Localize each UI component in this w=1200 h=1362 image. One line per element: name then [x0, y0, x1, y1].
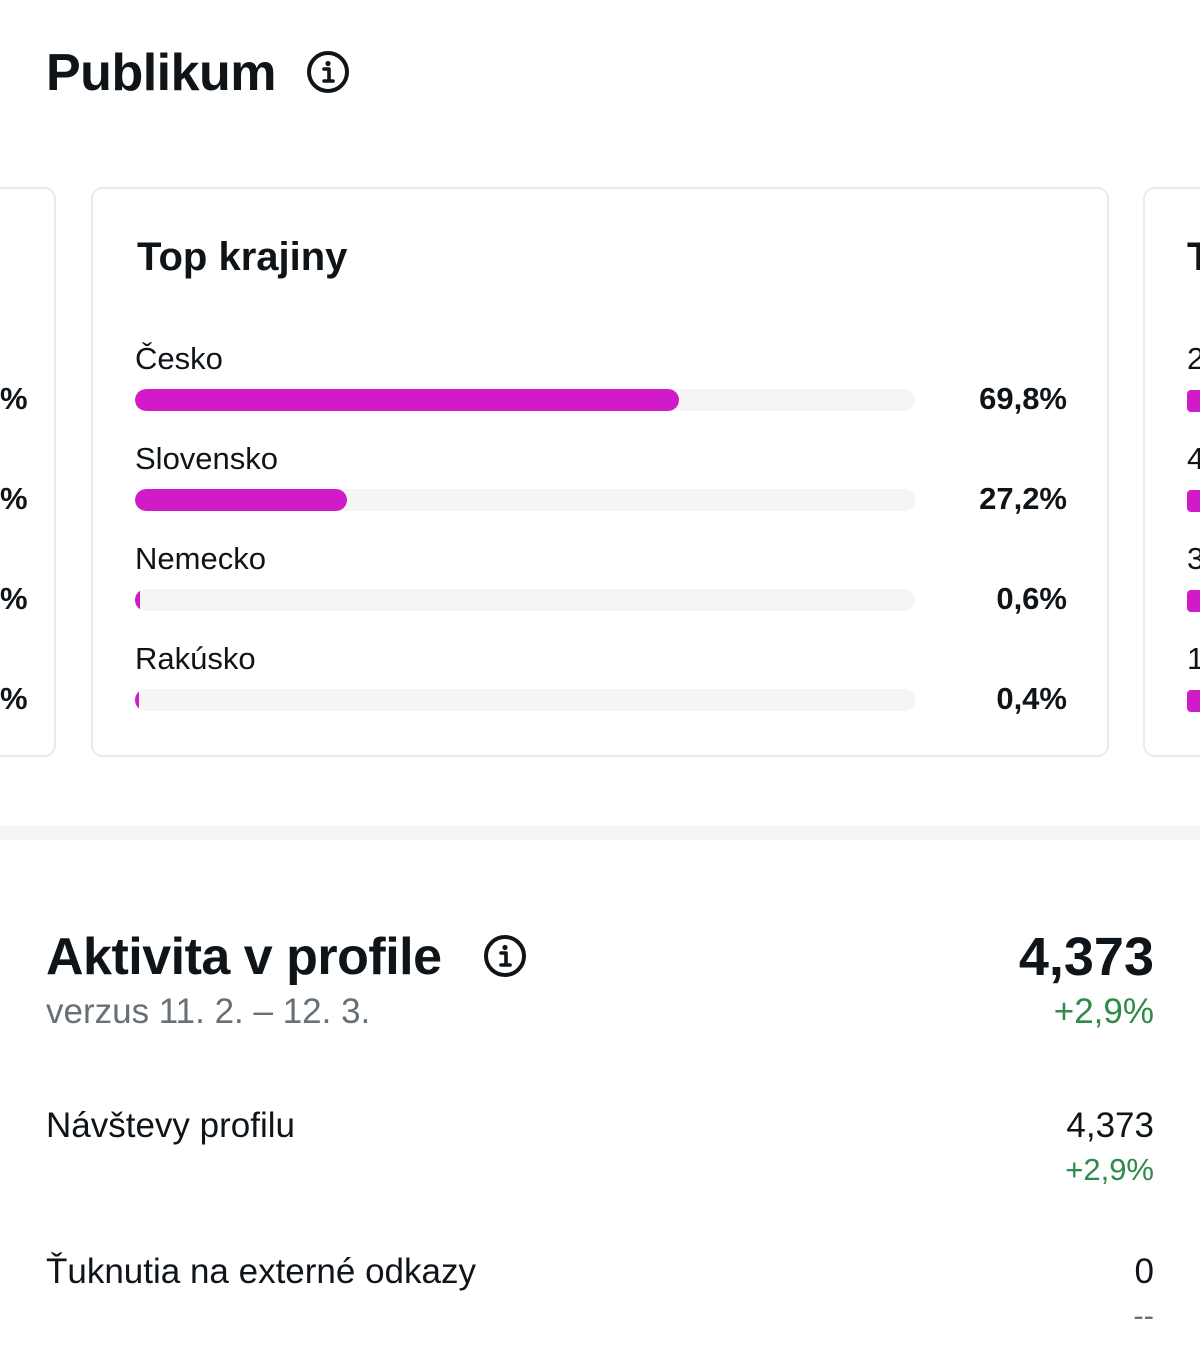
audience-card-left-partial[interactable]: % % % % [0, 187, 56, 757]
country-name: Rakúsko [135, 641, 256, 676]
right-card-label: 2 [1187, 339, 1200, 379]
left-card-value: % [0, 581, 28, 616]
right-card-bar [1187, 590, 1200, 612]
card-title: Top krajiny [137, 235, 348, 279]
right-card-label: 1 [1187, 639, 1200, 679]
right-card-title: T [1187, 229, 1200, 285]
country-percentage: 27,2% [979, 481, 1067, 516]
right-card-label: 4 [1187, 439, 1200, 479]
country-percentage: 69,8% [979, 381, 1067, 416]
country-bar-fill [135, 389, 680, 411]
metric-value-profile-visits: 4,373 [1066, 1106, 1154, 1145]
country-bar-track [135, 389, 915, 411]
country-percentage: 0,6% [996, 581, 1067, 616]
right-card-bar [1187, 390, 1200, 412]
left-card-value: % [0, 681, 28, 716]
country-bar-fill [135, 589, 140, 611]
country-bar-track [135, 489, 915, 511]
country-name: Nemecko [135, 541, 266, 576]
audience-card-right-partial[interactable]: T 2 4 3 1 [1143, 187, 1200, 757]
country-name: Česko [135, 341, 223, 376]
left-card-value: % [0, 481, 28, 516]
country-bar-fill [135, 489, 348, 511]
metric-delta-external-link-taps: -- [1133, 1298, 1154, 1333]
section-divider [0, 826, 1200, 840]
country-name: Slovensko [135, 441, 279, 476]
activity-comparison-range: verzus 11. 2. – 12. 3. [46, 992, 371, 1031]
metric-delta-profile-visits: +2,9% [1065, 1152, 1154, 1187]
metric-value-external-link-taps: 0 [1134, 1252, 1154, 1291]
left-card-value: % [0, 381, 28, 416]
activity-title: Aktivita v profile [46, 928, 442, 986]
activity-total: 4,373 [1018, 927, 1154, 987]
metric-label-profile-visits[interactable]: Návštevy profilu [46, 1106, 295, 1145]
country-row[interactable]: Nemecko 0,6% [135, 539, 1067, 629]
top-countries-card[interactable]: Top krajiny Česko 69,8% Slovensko 27,2% Neme… [91, 187, 1109, 757]
metric-label-external-link-taps[interactable]: Ťuknutia na externé odkazy [46, 1252, 476, 1291]
info-icon[interactable] [483, 934, 527, 978]
right-card-bar [1187, 690, 1200, 712]
country-row[interactable]: Slovensko 27,2% [135, 439, 1067, 529]
country-bar-fill [135, 689, 139, 711]
country-row[interactable]: Rakúsko 0,4% [135, 639, 1067, 729]
audience-title: Publikum [46, 44, 277, 102]
right-card-bar [1187, 490, 1200, 512]
info-icon[interactable] [306, 50, 350, 94]
activity-total-delta: +2,9% [1053, 992, 1154, 1031]
right-card-label: 3 [1187, 539, 1200, 579]
country-bar-track [135, 689, 915, 711]
country-row[interactable]: Česko 69,8% [135, 339, 1067, 429]
country-percentage: 0,4% [996, 681, 1067, 716]
country-bar-track [135, 589, 915, 611]
